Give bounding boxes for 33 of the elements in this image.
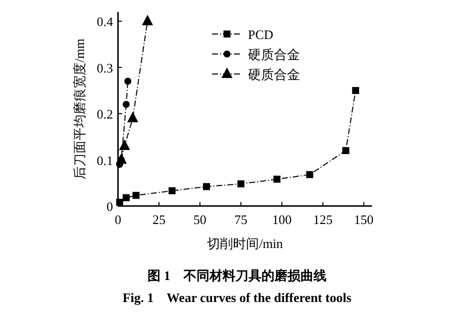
point: [342, 147, 350, 154]
y-tick-label: 0: [106, 199, 113, 214]
x-tick-label: 25: [152, 212, 166, 227]
y-axis-title: 后刀面平均磨痕宽度/mm: [72, 38, 87, 180]
point: [142, 14, 153, 26]
point: [119, 139, 130, 150]
y-tick-label: 0.4: [96, 14, 114, 30]
x-tick-label: 150: [354, 212, 374, 227]
x-tick-label: 100: [272, 212, 292, 227]
legend-label: 硬质合金: [248, 47, 300, 62]
x-tick-label: 75: [234, 212, 248, 227]
point: [306, 171, 314, 178]
point: [202, 183, 210, 190]
x-axis-title: 切削时间/min: [207, 236, 284, 251]
point: [168, 187, 176, 194]
point: [132, 192, 140, 199]
point: [124, 78, 132, 85]
point: [273, 176, 280, 183]
x-tick-label: 125: [313, 212, 333, 227]
y-tick-label: 0.3: [96, 60, 113, 76]
x-tick-label: 50: [193, 212, 206, 227]
text: 图 1 不同材料刀具的磨损曲线: [148, 268, 326, 283]
y-tick-label: 0.1: [96, 152, 113, 168]
legend-label: 硬质合金: [248, 67, 300, 82]
legend-label: PCD: [248, 27, 274, 42]
point: [122, 194, 130, 202]
point: [127, 112, 138, 122]
point: [116, 198, 124, 206]
text: Fig. 1 Wear curves of the different tools: [122, 290, 352, 305]
point: [122, 100, 130, 108]
point: [352, 87, 360, 94]
y-tick-label: 0.2: [96, 106, 113, 122]
point: [237, 180, 244, 188]
